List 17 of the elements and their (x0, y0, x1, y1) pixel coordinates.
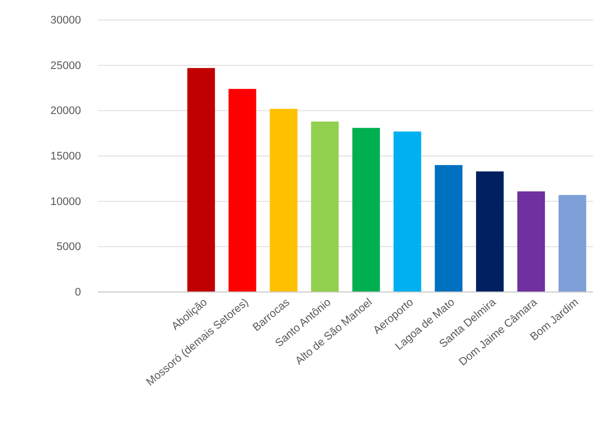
y-tick-label: 25000 (50, 60, 81, 72)
bar (270, 108, 298, 292)
y-tick-label: 30000 (50, 14, 81, 27)
y-tick-label: 5000 (56, 241, 81, 254)
y-tick-label: 10000 (50, 196, 81, 208)
bar (228, 88, 256, 292)
bar (558, 194, 586, 292)
bar (434, 165, 462, 292)
y-tick-label: 15000 (50, 150, 81, 163)
bar (352, 128, 380, 292)
bar (394, 132, 422, 292)
bar (476, 171, 504, 292)
bar (311, 122, 339, 292)
bar (187, 68, 215, 292)
y-tick-label: 20000 (50, 105, 81, 118)
bar (517, 191, 545, 292)
y-tick-label: 0 (74, 286, 81, 299)
